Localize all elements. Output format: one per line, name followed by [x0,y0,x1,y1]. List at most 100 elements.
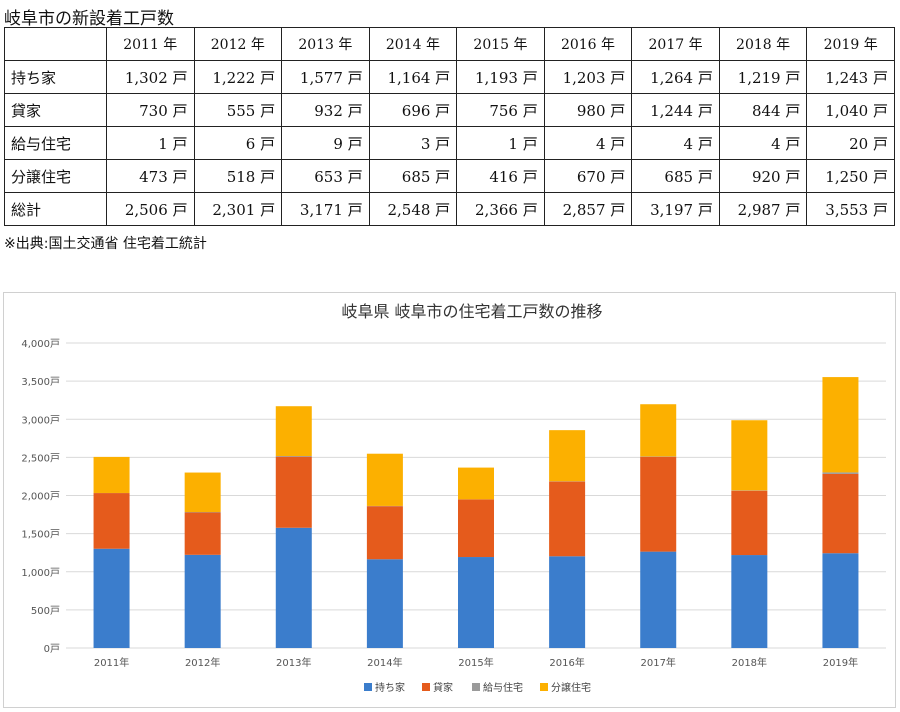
table-cell: 2,857 戸 [543,192,633,226]
table-cell: 685 戸 [631,159,720,193]
bar-segment [366,506,403,560]
table-cell: 1 戸 [106,126,195,160]
bar-segment [458,467,494,500]
chart-title: 岐阜県 岐阜市の住宅着工戸数の推移 [341,302,602,321]
table-cell: 1,193 戸 [456,60,545,94]
table-cell: 730 戸 [106,93,195,127]
bar-segment [549,430,586,482]
y-tick-label: 4,000戸 [21,338,60,350]
table-cell: 1,264 戸 [631,60,720,94]
legend-swatch [422,683,430,691]
table-cell: 2,548 戸 [368,192,458,226]
x-tick-label: 2013年 [276,656,311,669]
housing-starts-table: 2011 年 2012 年 2013 年 2014 年 2015 年 2016 … [4,27,895,226]
bar-segment [640,551,677,648]
x-tick-label: 2018年 [732,656,767,669]
y-tick-label: 2,000戸 [21,491,60,503]
table-cell: 1,302 戸 [106,60,195,94]
table-row-total: 総計 2,506 戸 2,301 戸 3,171 戸 2,548 戸 2,366… [4,192,895,226]
row-label: 貸家 [4,93,107,127]
legend-swatch [472,683,480,691]
stacked-bar-chart: 岐阜県 岐阜市の住宅着工戸数の推移 0戸 500戸 1,000戸 1,500戸 2,000… [21,302,886,694]
x-tick-label: 2016年 [549,656,584,669]
bar-segment [366,559,403,648]
bar-segment [184,512,221,555]
table-cell: 1,203 戸 [543,60,633,94]
table-header-row: 2011 年 2012 年 2013 年 2014 年 2015 年 2016 … [4,27,895,61]
table-cell: 518 戸 [193,159,283,193]
table-header-cell: 2018 年 [718,27,808,61]
bar-segment [822,553,859,648]
y-tick-label: 2,500戸 [21,452,60,464]
table-row: 給与住宅 1 戸 6 戸 9 戸 3 戸 1 戸 4 戸 4 戸 4 戸 20 … [4,126,895,160]
bar-segment [184,554,221,648]
bar-segment [549,481,586,557]
x-tick-label: 2012年 [185,656,220,669]
bar-segment [93,493,130,549]
table-cell: 6 戸 [193,126,283,160]
table-cell: 20 戸 [806,126,895,160]
legend-label: 持ち家 [375,681,405,694]
bar-segment [275,527,312,648]
table-cell: 756 戸 [456,93,545,127]
table-row: 持ち家 1,302 戸 1,222 戸 1,577 戸 1,164 戸 1,19… [4,60,895,94]
table-cell: 4 戸 [631,126,720,160]
table-cell: 670 戸 [543,159,633,193]
bar-segment [822,377,859,473]
bar-segment [366,453,403,506]
table-cell: 2,366 戸 [456,192,545,226]
table-header-cell: 2017 年 [631,27,720,61]
table-header-cell: 2011 年 [106,27,195,61]
x-tick-label: 2015年 [458,656,493,669]
y-tick-label: 1,000戸 [21,567,60,579]
y-tick-label: 0戸 [44,643,60,655]
row-label: 給与住宅 [4,126,107,160]
y-tick-label: 3,500戸 [21,376,60,388]
table-header-cell: 2019 年 [806,27,895,61]
table-header-cell: 2014 年 [368,27,458,61]
table-header-cell [4,27,107,61]
table-cell: 1 戸 [456,126,545,160]
table-cell: 1,164 戸 [368,60,458,94]
bar-segment [275,456,312,528]
bar-segment [731,420,768,491]
table-cell: 9 戸 [281,126,370,160]
row-label: 分譲住宅 [4,159,107,193]
legend-label: 貸家 [433,681,453,694]
table-cell: 2,506 戸 [106,192,195,226]
y-tick-label: 1,500戸 [21,529,60,541]
table-cell: 1,222 戸 [193,60,283,94]
table-cell: 1,040 戸 [806,93,895,127]
table-cell: 416 戸 [456,159,545,193]
table-row: 分譲住宅 473 戸 518 戸 653 戸 685 戸 416 戸 670 戸… [4,159,895,193]
table-cell: 1,577 戸 [281,60,370,94]
table-cell: 4 戸 [718,126,808,160]
bar-segment [458,499,494,558]
table-cell: 3,171 戸 [281,192,370,226]
table-cell: 1,250 戸 [806,159,895,193]
table-header-cell: 2013 年 [281,27,370,61]
table-cell: 980 戸 [543,93,633,127]
x-tick-label: 2014年 [367,656,402,669]
table-cell: 555 戸 [193,93,283,127]
legend-label: 給与住宅 [483,681,523,694]
source-note: ※出典:国土交通省 住宅着工統計 [4,236,207,252]
table-row: 貸家 730 戸 555 戸 932 戸 696 戸 756 戸 980 戸 1… [4,93,895,127]
table-cell: 473 戸 [106,159,195,193]
table-cell: 2,301 戸 [193,192,283,226]
bar-segment [184,472,221,513]
table-cell: 3,197 戸 [631,192,720,226]
table-cell: 932 戸 [281,93,370,127]
table-cell: 3 戸 [368,126,458,160]
bar-segment [731,490,768,556]
legend-swatch [540,683,548,691]
table-cell: 920 戸 [718,159,808,193]
x-tick-label: 2019年 [823,656,858,669]
table-cell: 1,244 戸 [631,93,720,127]
legend-swatch [364,683,372,691]
table-header-cell: 2012 年 [193,27,283,61]
bar-segment [458,557,494,648]
table-cell: 4 戸 [543,126,633,160]
bar-segment [275,456,312,457]
x-tick-label: 2017年 [640,656,675,669]
